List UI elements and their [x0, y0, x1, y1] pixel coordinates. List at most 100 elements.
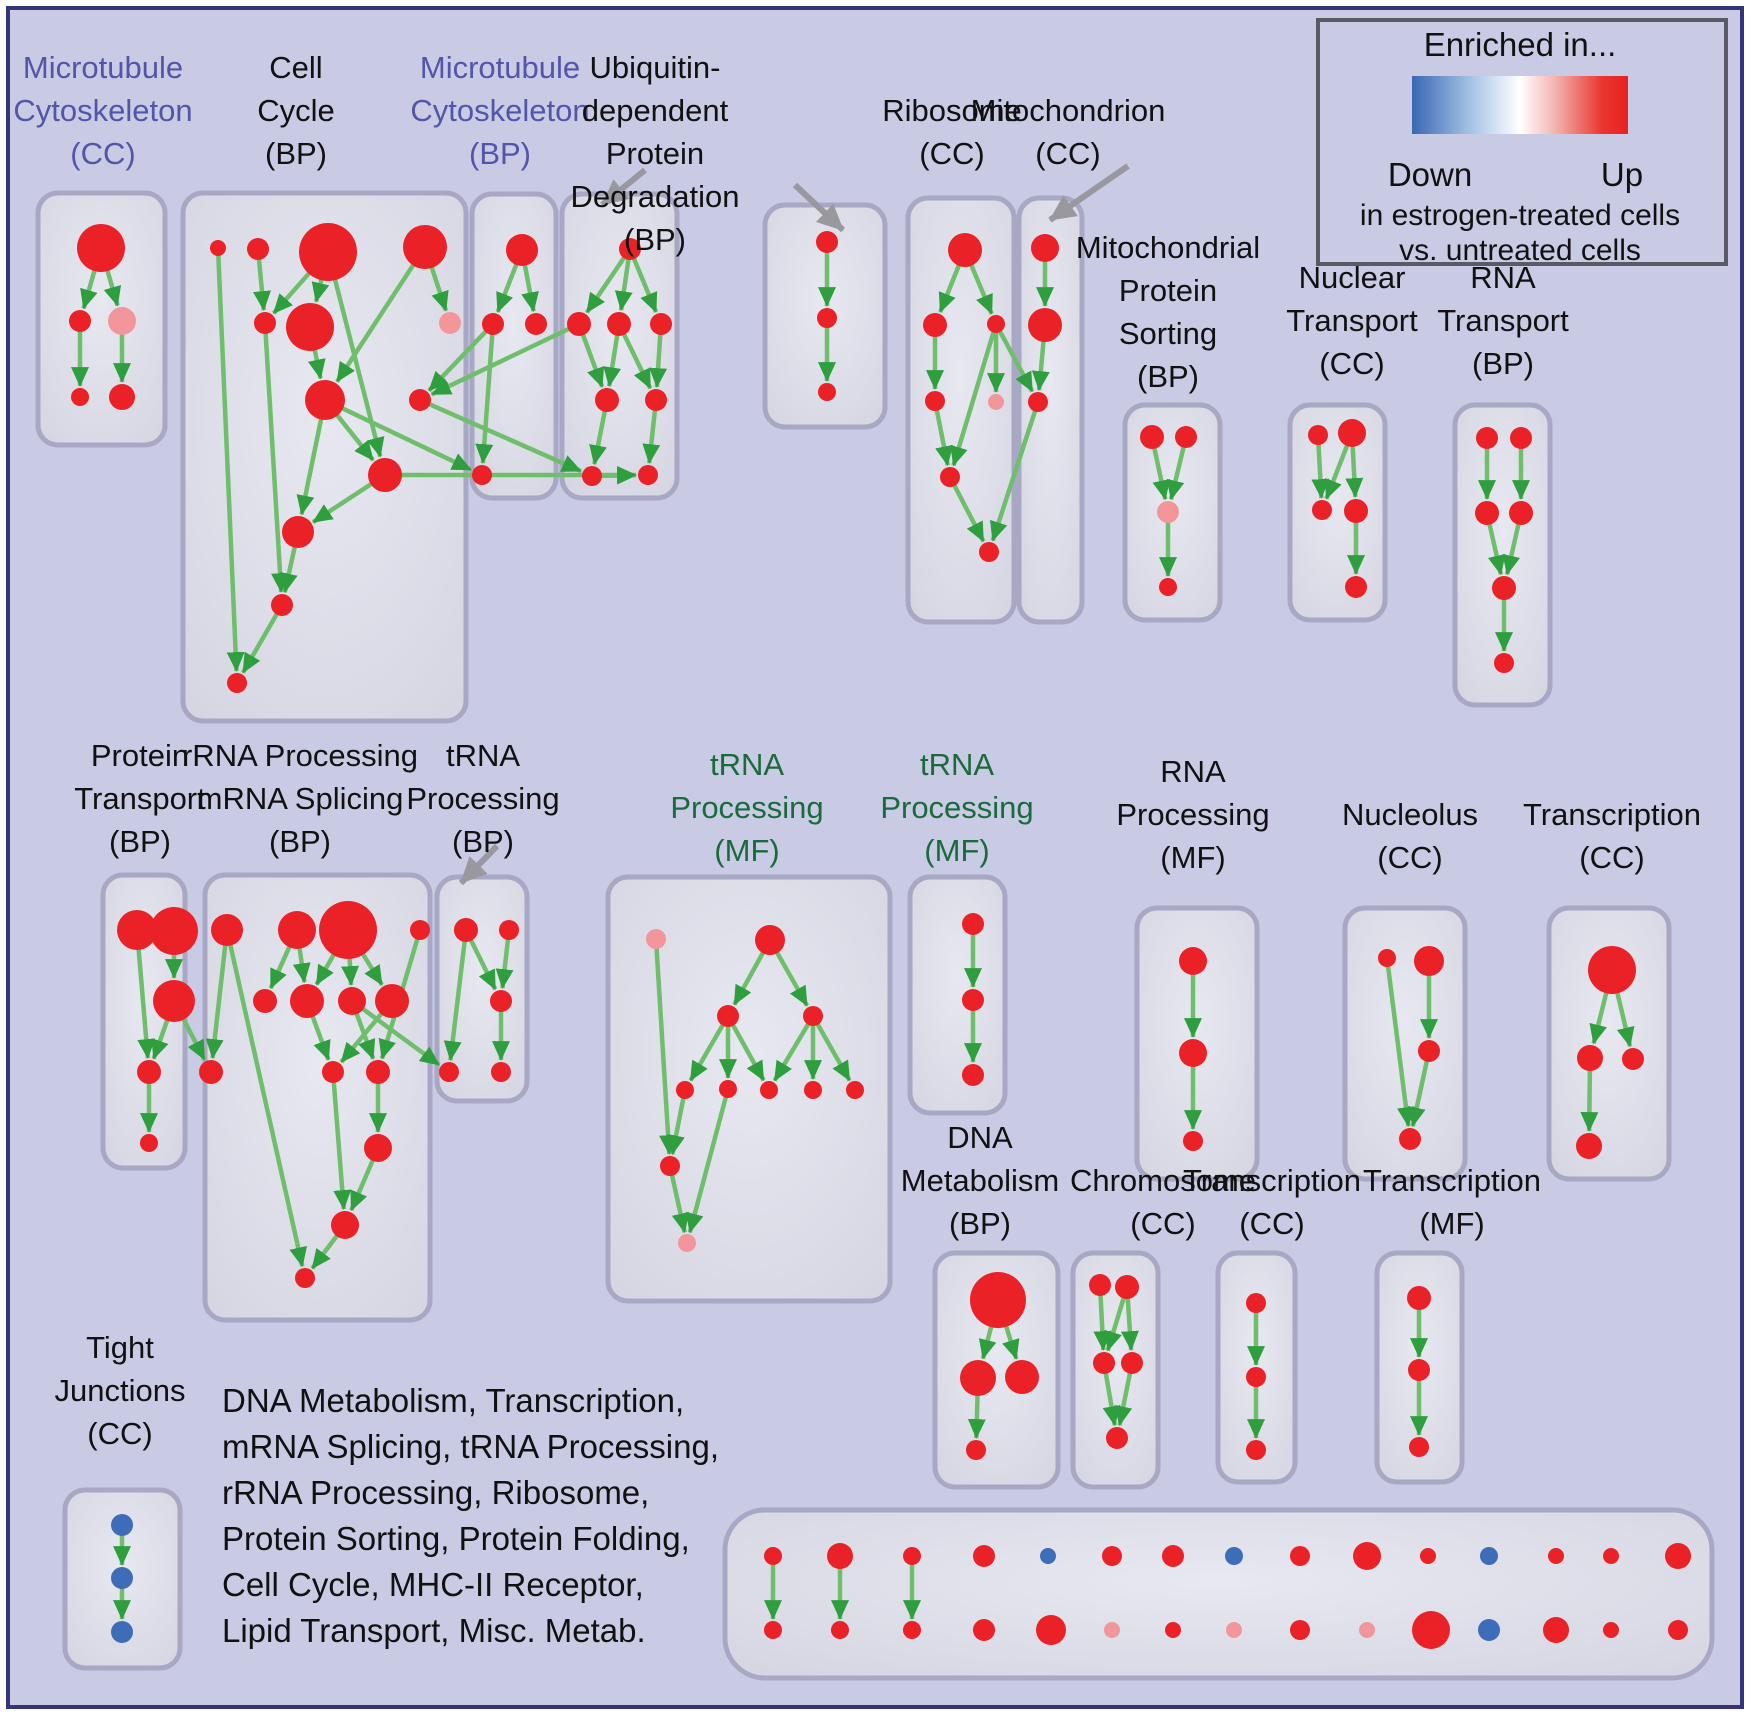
- go-term-node: [1093, 1352, 1115, 1374]
- cluster-label-line: Microtubule: [420, 50, 580, 85]
- edge-arrow: [589, 410, 608, 466]
- go-term-node: [153, 980, 195, 1022]
- go-term-node: [1005, 1360, 1039, 1394]
- edge-arrow: [335, 263, 416, 383]
- go-term-node: [278, 911, 316, 949]
- edge-arrow: [1002, 1325, 1020, 1360]
- cluster-label-line: Cell: [269, 50, 322, 85]
- go-term-node: [271, 594, 293, 616]
- go-term-node: [1028, 392, 1048, 412]
- annotation-arrow: [458, 843, 500, 886]
- cluster-box-chromosome: [1070, 1250, 1161, 1490]
- edge-arrow: [580, 333, 605, 388]
- edge-arrow: [292, 947, 311, 984]
- go-term-node: [676, 1081, 694, 1099]
- go-term-node: [1225, 1547, 1243, 1565]
- edge-arrow: [1345, 445, 1364, 498]
- go-term-node: [818, 383, 836, 401]
- cluster-label-line: tRNA: [710, 747, 784, 782]
- edge-arrow: [331, 1081, 352, 1210]
- edge-arrow: [1311, 443, 1330, 499]
- edge-arrow: [967, 1394, 986, 1439]
- go-term-node: [1510, 427, 1532, 449]
- go-term-node: [253, 989, 277, 1013]
- edge-arrow: [1093, 1294, 1112, 1351]
- edge-arrow: [1589, 991, 1609, 1045]
- edge-arrow: [428, 401, 582, 474]
- edge-arrow: [1102, 1372, 1121, 1427]
- go-term-node: [199, 1060, 223, 1084]
- edge-arrow: [1114, 1372, 1133, 1427]
- cluster-label-line: Processing: [670, 790, 823, 825]
- cluster-label-line: Cytoskeleton: [13, 93, 192, 128]
- cluster-label-line: Processing: [406, 781, 559, 816]
- go-term-node: [1359, 1622, 1375, 1638]
- go-term-node: [973, 1545, 995, 1567]
- go-term-node: [638, 465, 658, 485]
- figure-note-line: Lipid Transport, Misc. Metab.: [222, 1612, 646, 1649]
- go-term-node: [322, 1061, 344, 1083]
- go-term-node: [1308, 425, 1328, 445]
- cluster-label-line: Sorting: [1119, 316, 1217, 351]
- edge-arrow: [1166, 446, 1186, 501]
- cluster-label-line: Degradation: [571, 179, 740, 214]
- go-term-node: [227, 673, 247, 693]
- cluster-label-line: Cycle: [257, 93, 335, 128]
- edge-arrow: [310, 1015, 331, 1061]
- go-term-node: [831, 1621, 849, 1639]
- edge-arrow: [80, 269, 98, 310]
- go-term-node: [439, 312, 461, 334]
- go-term-node: [1412, 1611, 1450, 1649]
- edge-arrow: [151, 1019, 170, 1060]
- edge-arrow: [938, 264, 962, 313]
- go-term-node: [567, 312, 591, 336]
- go-term-node: [1668, 1620, 1688, 1640]
- legend-title: Enriched in...: [1424, 26, 1617, 63]
- edge-arrow: [241, 612, 279, 674]
- go-term-node: [1378, 949, 1396, 967]
- edge-arrow: [1615, 991, 1635, 1048]
- edge-arrow: [311, 481, 373, 525]
- go-term-node: [439, 1062, 459, 1082]
- cluster-label-line: Tight: [86, 1330, 154, 1365]
- go-term-node: [375, 984, 409, 1018]
- cluster-label-line: Processing: [880, 790, 1033, 825]
- figure-note-line: DNA Metabolism, Transcription,: [222, 1382, 684, 1419]
- go-term-node: [499, 920, 519, 940]
- go-term-node: [1031, 234, 1059, 262]
- go-term-node: [1226, 1622, 1242, 1638]
- go-term-node: [1115, 1275, 1139, 1299]
- edge-arrow: [495, 938, 514, 989]
- edge-arrow: [815, 1022, 852, 1082]
- cluster-label-line: tRNA: [920, 747, 994, 782]
- edge-arrow: [772, 1022, 811, 1082]
- edge-arrow: [952, 483, 986, 543]
- go-term-node: [1246, 1440, 1266, 1460]
- edge-arrow: [443, 940, 467, 1061]
- edge-arrow: [1502, 523, 1521, 576]
- cluster-label-line: (BP): [452, 824, 514, 859]
- go-term-node: [1476, 427, 1498, 449]
- go-term-node: [1104, 1622, 1120, 1638]
- go-term-node: [305, 380, 345, 420]
- edge-arrow: [1385, 965, 1415, 1127]
- edge-arrow: [934, 409, 953, 467]
- figure-note-line: Cell Cycle, MHC-II Receptor,: [222, 1566, 644, 1603]
- cluster-box-misc: [722, 1507, 1715, 1681]
- edge-arrow: [228, 944, 308, 1268]
- edge-arrow: [1407, 1060, 1430, 1128]
- go-term-node: [1399, 1128, 1421, 1150]
- go-term-node: [1576, 1133, 1602, 1159]
- cluster-box-trna_mf_small: [907, 874, 1008, 1116]
- cluster-label-line: Junctions: [55, 1373, 186, 1408]
- go-term-node: [368, 458, 402, 492]
- go-term-node: [1492, 576, 1516, 600]
- go-term-node: [1179, 1039, 1207, 1067]
- edge-arrow: [349, 1159, 375, 1212]
- go-term-node: [1159, 578, 1177, 596]
- edge-arrow: [667, 1097, 686, 1156]
- go-term-node: [1338, 419, 1366, 447]
- go-term-node: [290, 984, 324, 1018]
- go-term-node: [1622, 1048, 1644, 1070]
- cluster-label-line: (CC): [919, 136, 984, 171]
